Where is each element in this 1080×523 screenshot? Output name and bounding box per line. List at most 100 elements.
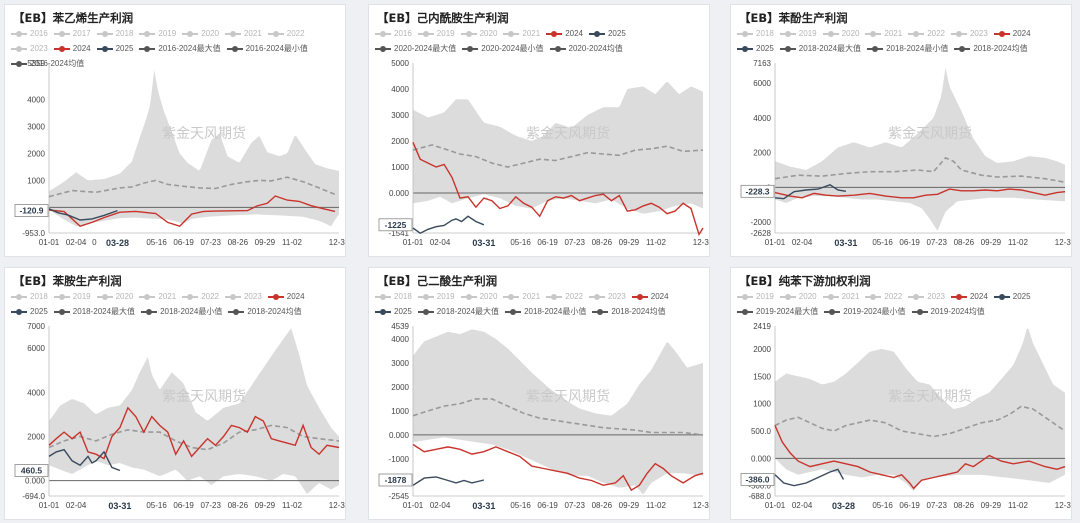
chart-title: 【EB】己内酰胺生产利润 bbox=[377, 11, 509, 25]
legend-swatch-icon bbox=[911, 307, 928, 316]
x-tick-label: 11-02 bbox=[1008, 238, 1028, 247]
x-tick-label: 06-19 bbox=[173, 501, 194, 510]
legend-item[interactable]: 2021 bbox=[139, 290, 176, 303]
legend-label: 2022 bbox=[884, 292, 903, 301]
legend-item[interactable]: 2018 bbox=[96, 27, 133, 40]
legend-item[interactable]: 2020 bbox=[822, 27, 859, 40]
legend-item[interactable]: 2020 bbox=[460, 27, 497, 40]
legend-item[interactable]: 2019-2024最小值 bbox=[824, 305, 906, 318]
x-tick-label: 05-16 bbox=[146, 501, 167, 510]
legend-item[interactable]: 2018-2024最小值 bbox=[867, 42, 948, 55]
current-date-label: 03-28 bbox=[106, 238, 129, 248]
last-value-badge bbox=[14, 204, 49, 217]
legend-swatch-icon bbox=[588, 292, 605, 301]
last-value-badge bbox=[740, 473, 775, 486]
legend-item[interactable]: 2018-2024最大值 bbox=[417, 305, 499, 318]
legend-item[interactable]: 2020 bbox=[779, 290, 817, 303]
legend-swatch-icon bbox=[182, 292, 199, 301]
legend-item[interactable]: 2019 bbox=[417, 27, 455, 40]
legend-item[interactable]: 2025 bbox=[737, 42, 774, 55]
legend-item[interactable]: 2024 bbox=[993, 27, 1031, 40]
legend-item[interactable]: 2019 bbox=[779, 27, 817, 40]
x-tick-label: 12-31 bbox=[1055, 501, 1072, 510]
legend-item[interactable]: 2020-2024均值 bbox=[549, 42, 623, 55]
legend-item[interactable]: 2018 bbox=[375, 290, 412, 303]
legend-item[interactable]: 2018-2024均值 bbox=[228, 305, 302, 318]
legend-item[interactable]: 2023 bbox=[224, 290, 262, 303]
legend-item[interactable]: 2016-2024最小值 bbox=[226, 42, 308, 55]
legend-label: 2018-2024最小值 bbox=[886, 44, 949, 53]
legend-item[interactable]: 2019 bbox=[417, 290, 455, 303]
x-tick-label: 09-29 bbox=[255, 501, 276, 510]
legend-item[interactable]: 2018 bbox=[11, 290, 48, 303]
legend-item[interactable]: 2019 bbox=[139, 27, 176, 40]
legend-swatch-icon bbox=[96, 292, 113, 301]
legend-item[interactable]: 2023 bbox=[588, 290, 626, 303]
legend-label: 2025 bbox=[30, 307, 48, 316]
legend-label: 2021 bbox=[884, 29, 903, 38]
last-value-badge bbox=[378, 473, 413, 487]
legend-item[interactable]: 2022 bbox=[182, 290, 219, 303]
legend-item[interactable]: 2024 bbox=[267, 290, 305, 303]
legend-swatch-icon bbox=[822, 292, 839, 301]
legend-item[interactable]: 2025 bbox=[11, 305, 48, 318]
legend-item[interactable]: 2023 bbox=[950, 27, 988, 40]
legend-item[interactable]: 2016-2024最大值 bbox=[139, 42, 221, 55]
legend-item[interactable]: 2016-2024均值 bbox=[11, 57, 84, 70]
legend-item[interactable]: 2016 bbox=[375, 27, 412, 40]
legend-item[interactable]: 2017 bbox=[53, 27, 91, 40]
legend-item[interactable]: 2021 bbox=[503, 27, 540, 40]
legend-item[interactable]: 2020 bbox=[460, 290, 497, 303]
legend-item[interactable]: 2021 bbox=[224, 27, 262, 40]
legend-item[interactable]: 2022 bbox=[546, 290, 583, 303]
legend-item[interactable]: 2021 bbox=[865, 27, 902, 40]
legend-item[interactable]: 2022 bbox=[865, 290, 902, 303]
legend-label: 2018 bbox=[30, 292, 48, 301]
legend-item[interactable]: 2020-2024最小值 bbox=[462, 42, 544, 55]
legend-item[interactable]: 2024 bbox=[53, 42, 91, 55]
last-value-label: -1225 bbox=[385, 220, 407, 230]
watermark: 紫金天风期货 bbox=[526, 388, 610, 405]
legend-item[interactable]: 2025 bbox=[375, 305, 412, 318]
series-line-2024 bbox=[48, 406, 340, 460]
legend-label: 2019 bbox=[158, 29, 177, 38]
legend-swatch-icon bbox=[462, 44, 479, 53]
legend-item[interactable]: 2022 bbox=[908, 27, 945, 40]
legend-item[interactable]: 2023 bbox=[908, 290, 945, 303]
legend-item[interactable]: 2018-2024最大值 bbox=[779, 42, 861, 55]
chart-title: 【EB】纯苯下游加权利润 bbox=[739, 274, 871, 288]
legend-item[interactable]: 2019 bbox=[737, 290, 774, 303]
legend-item[interactable]: 2022 bbox=[267, 27, 305, 40]
legend-item[interactable]: 2018-2024最小值 bbox=[141, 305, 222, 318]
legend-label: 2020-2024最小值 bbox=[481, 44, 544, 53]
legend-item[interactable]: 2019-2024最大值 bbox=[737, 305, 818, 318]
legend-item[interactable]: 2023 bbox=[11, 42, 48, 55]
legend-item[interactable]: 2025 bbox=[96, 42, 133, 55]
legend-swatch-icon bbox=[954, 44, 971, 53]
legend-swatch-icon bbox=[908, 292, 925, 301]
legend-swatch-icon bbox=[631, 292, 648, 301]
legend-item[interactable]: 2024 bbox=[546, 27, 583, 40]
legend-item[interactable]: 2025 bbox=[588, 27, 626, 40]
legend-item[interactable]: 2024 bbox=[950, 290, 988, 303]
legend-item[interactable]: 2018-2024均值 bbox=[592, 305, 666, 318]
legend-item[interactable]: 2020-2024最大值 bbox=[375, 42, 456, 55]
last-value-label: -120.9 bbox=[19, 206, 43, 216]
legend-item[interactable]: 2021 bbox=[503, 290, 540, 303]
legend-item[interactable]: 2019-2024均值 bbox=[911, 305, 985, 318]
current-date-badge bbox=[467, 499, 500, 512]
legend-item[interactable]: 2024 bbox=[631, 290, 669, 303]
legend-item[interactable]: 2025 bbox=[993, 290, 1031, 303]
legend-swatch-icon bbox=[375, 292, 391, 301]
legend-item[interactable]: 2021 bbox=[822, 290, 859, 303]
legend-item[interactable]: 2018-2024均值 bbox=[954, 42, 1028, 55]
legend-swatch-icon bbox=[417, 29, 434, 38]
legend-item[interactable]: 2018 bbox=[737, 27, 774, 40]
legend-item[interactable]: 2016 bbox=[11, 27, 48, 40]
legend-item[interactable]: 2020 bbox=[96, 290, 133, 303]
legend-item[interactable]: 2018-2024最小值 bbox=[505, 305, 586, 318]
legend-item[interactable]: 2019 bbox=[53, 290, 91, 303]
legend-label: 2025 bbox=[756, 44, 774, 53]
legend-item[interactable]: 2020 bbox=[182, 27, 219, 40]
legend-item[interactable]: 2018-2024最大值 bbox=[53, 305, 135, 318]
